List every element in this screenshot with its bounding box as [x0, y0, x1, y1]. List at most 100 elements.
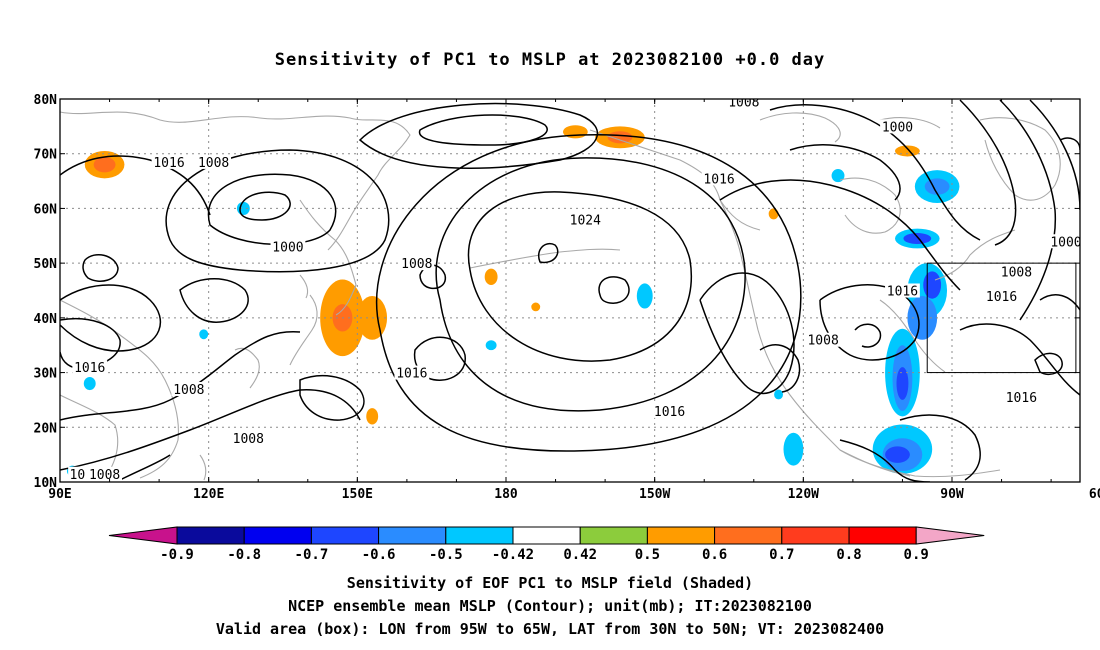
contour-label-bg	[394, 365, 430, 380]
colorbar-low-extend	[108, 526, 178, 545]
contour-label-bg	[567, 212, 603, 227]
contour-label-bg	[72, 360, 108, 375]
contour-label: 1008	[728, 96, 759, 111]
contour-label-bg	[171, 381, 207, 396]
sensitivity-patch	[831, 169, 845, 183]
sensitivity-patch	[366, 408, 379, 425]
lon-tick-label: 120W	[788, 487, 819, 502]
colorbar-label: 0.5	[635, 547, 660, 563]
sensitivity-patch	[83, 376, 96, 391]
sensitivity-patch	[93, 156, 116, 173]
contour-label: 1016	[887, 285, 918, 300]
lat-tick-label: 70N	[34, 148, 58, 163]
lon-tick-label: 90W	[940, 487, 964, 502]
footer-line-2: NCEP ensemble mean MSLP (Contour); unit(…	[288, 597, 812, 615]
contour-label: 1000	[272, 241, 303, 256]
colorbar-swatch	[512, 526, 581, 545]
lat-tick-label: 30N	[34, 367, 58, 382]
contour-label-bg	[984, 288, 1019, 303]
contour-label-bg	[1003, 390, 1039, 405]
contour-label-bg	[270, 239, 306, 254]
colorbar-swatch	[714, 526, 783, 545]
colorbar-swatch	[646, 526, 716, 545]
sensitivity-patch	[774, 389, 784, 400]
footer-line-1: Sensitivity of EOF PC1 to MSLP field (Sh…	[346, 574, 754, 592]
contour-label: 1024	[570, 213, 601, 228]
colorbar-swatch	[378, 526, 447, 545]
sensitivity-patch	[768, 208, 779, 220]
lat-tick-label: 40N	[34, 312, 58, 327]
sensitivity-patch	[636, 283, 653, 309]
contour-label: 1016	[396, 367, 427, 382]
sensitivity-patch	[783, 432, 804, 466]
sensitivity-patch	[199, 329, 209, 340]
contour-label: 1008	[807, 334, 838, 349]
footer-line-3: Valid area (box): LON from 95W to 65W, L…	[215, 620, 885, 638]
lon-tick-label: 120E	[193, 487, 224, 502]
lat-tick-label: 50N	[34, 257, 58, 272]
lon-tick-label: 90E	[48, 487, 71, 502]
sensitivity-patch	[885, 446, 910, 463]
contour-label-bg	[726, 99, 762, 109]
sensitivity-patch	[485, 340, 497, 351]
colorbar-label: 0.7	[769, 547, 794, 563]
lat-tick-label: 60N	[34, 202, 58, 217]
contour-label: 10	[70, 468, 86, 483]
colorbar-swatch	[781, 526, 850, 545]
lon-tick-label: 60W	[1089, 487, 1100, 502]
contour-label: 1008	[1001, 265, 1032, 280]
contour-label: 1016	[986, 290, 1017, 305]
contour-label-bg	[652, 403, 687, 418]
colorbar-label: 0.6	[702, 547, 727, 563]
contour-label-bg	[87, 466, 122, 481]
contour-label: 1008	[198, 156, 229, 171]
sensitivity-patch	[531, 302, 541, 312]
lon-tick-label: 180	[494, 487, 518, 502]
lon-tick-label: 150E	[342, 487, 373, 502]
colorbar-label: -0.42	[492, 547, 534, 563]
contour-label-bg	[151, 154, 187, 169]
contour-label-bg	[196, 154, 232, 169]
colorbar-label: 0.8	[836, 547, 861, 563]
contour-label: 1008	[401, 257, 432, 272]
lat-tick-label: 20N	[34, 421, 58, 436]
contour-label-bg	[885, 283, 920, 298]
contour-label-bg	[1048, 234, 1080, 249]
colorbar-label: -0.9	[160, 547, 194, 563]
map-title: Sensitivity of PC1 to MSLP at 2023082100…	[274, 50, 826, 70]
colorbar-swatch	[579, 526, 648, 545]
sensitivity-patch	[607, 131, 633, 144]
colorbar-swatch	[243, 526, 312, 545]
coastlines	[60, 111, 1061, 481]
colorbar-swatch	[445, 526, 514, 545]
contour-label: 1008	[173, 383, 204, 398]
contour-label-bg	[399, 256, 435, 271]
contour-label-bg	[230, 431, 266, 446]
sensitivity-shading	[66, 125, 960, 477]
contour-label: 1000	[882, 120, 913, 135]
sensitivity-patch	[895, 145, 920, 157]
contour-label: 1016	[74, 361, 105, 376]
contour-label: 1000	[1050, 235, 1081, 250]
map-frame	[59, 98, 1081, 483]
sensitivity-patch	[896, 367, 909, 400]
colorbar-label: 0.42	[563, 547, 597, 563]
contour-label: 1016	[153, 156, 184, 171]
lat-tick-label: 10N	[34, 476, 58, 491]
sensitivity-patch	[903, 233, 932, 244]
colorbar-swatch	[310, 526, 380, 545]
colorbar-label: -0.7	[295, 547, 329, 563]
contour-label: 1008	[233, 432, 264, 447]
contour-label-bg	[701, 171, 737, 186]
colorbar-swatch	[848, 526, 917, 545]
colorbar-label: -0.5	[429, 547, 463, 563]
colorbar-high-extend	[915, 526, 985, 545]
contour-label-bg	[805, 332, 841, 347]
contour-label: 1016	[1006, 391, 1037, 406]
colorbar-swatch	[176, 526, 245, 545]
colorbar-label: -0.8	[227, 547, 261, 563]
contour-label-bg	[68, 466, 87, 481]
contour-label-bg	[880, 119, 915, 134]
colorbar: -0.9 -0.8 -0.7 -0.6 -0.5 -0.42 0.42 0.5 0.6 0.7 0.…	[108, 526, 985, 563]
